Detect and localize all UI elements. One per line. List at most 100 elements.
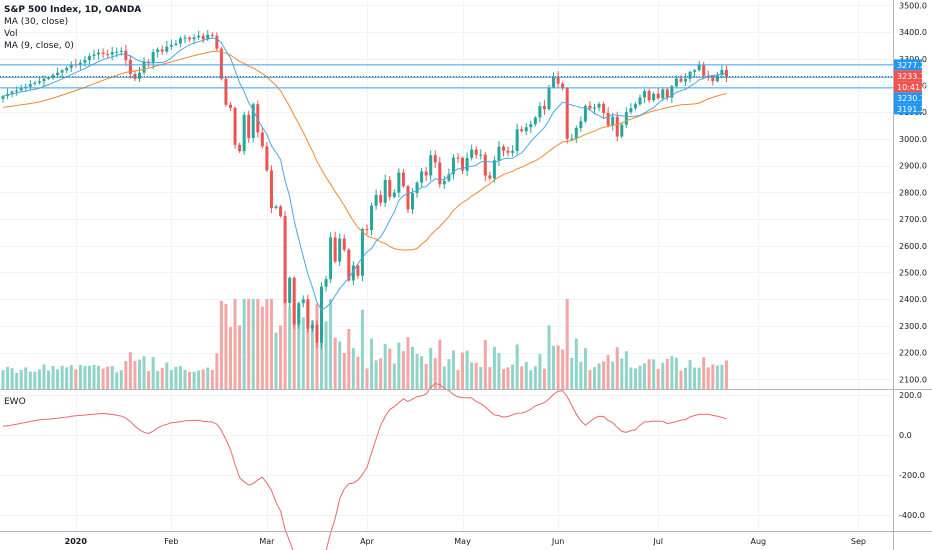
candle-body: [597, 103, 601, 108]
candle-body: [329, 237, 333, 280]
candle-body: [269, 170, 273, 209]
time-tick-label: Jul: [652, 537, 663, 546]
price-tick-label: 3300.0: [899, 55, 927, 64]
candle-body: [101, 52, 105, 54]
price-tag: [894, 92, 922, 104]
symbol-legend[interactable]: S&P 500 Index, 1D, OANDA: [4, 4, 141, 16]
candle-body: [397, 172, 401, 193]
volume-bar: [593, 367, 596, 389]
volume-bar: [574, 338, 578, 389]
volume-bar: [706, 367, 710, 389]
volume-bar: [24, 367, 28, 389]
grid-lines: [0, 0, 893, 531]
candle-body: [588, 105, 592, 109]
candle-body: [78, 62, 82, 66]
volume-bar: [283, 299, 287, 389]
candle-body: [110, 52, 114, 55]
candle-body: [338, 238, 342, 262]
candle-body: [574, 127, 578, 139]
volume-bar: [206, 367, 210, 389]
candle-body: [638, 97, 642, 105]
volume-bar: [547, 325, 551, 389]
volume-bar: [397, 342, 401, 389]
volume-bar: [188, 371, 192, 389]
volume-bar: [329, 299, 333, 389]
candle-body: [488, 175, 492, 179]
candle-body: [83, 60, 87, 63]
candle-body: [201, 35, 205, 40]
volume-bar: [124, 361, 128, 389]
candle-body: [210, 34, 214, 36]
volume-bar: [183, 369, 187, 389]
ewo-tick-label: -200.0: [899, 471, 925, 480]
volume-bar: [33, 371, 37, 389]
volume-bar: [19, 370, 23, 389]
horizontal-levels[interactable]: [0, 64, 893, 89]
candle-body: [306, 299, 310, 329]
candle-body: [624, 112, 628, 125]
volume-bar: [670, 356, 674, 389]
volume-bar: [28, 371, 32, 389]
candle-body: [392, 192, 396, 197]
ewo-line-path: [2, 383, 727, 550]
candle-body: [684, 78, 687, 82]
price-tick-label: 2700.0: [899, 215, 927, 224]
volume-bar: [115, 372, 119, 389]
candle-body: [247, 114, 251, 139]
time-tick-label: Aug: [750, 537, 766, 546]
candle-body: [374, 195, 378, 206]
ewo-tick-label: 0.0: [899, 431, 912, 440]
volume-bar: [461, 352, 465, 389]
candle-body: [615, 116, 619, 137]
ewo-axis[interactable]: 200.00.0-200.0-400.0-600.0: [899, 391, 925, 550]
volume-legend[interactable]: Vol: [4, 28, 17, 40]
candle-body: [406, 186, 410, 210]
candle-body: [424, 171, 428, 176]
candle-body: [242, 114, 246, 152]
price-tag-label: 3230.7: [897, 94, 925, 103]
price-tag-label: 3191.2: [897, 105, 925, 114]
candle-body: [442, 180, 446, 185]
volume-bar: [292, 299, 296, 389]
volume-bar: [370, 338, 374, 389]
volume-bar: [6, 366, 10, 389]
time-axis[interactable]: 2020 Feb Mar Apr May Jun Jul Aug Sep: [65, 537, 866, 546]
ewo-legend[interactable]: EWO: [4, 396, 26, 408]
ma9-legend[interactable]: MA (9, close, 0): [4, 40, 74, 52]
volume-bar: [110, 366, 114, 389]
ma30-legend[interactable]: MA (30, close): [4, 16, 68, 28]
volume-bar: [251, 299, 255, 389]
price-tick-label: 2600.0: [899, 242, 927, 251]
candle-body: [415, 182, 419, 194]
volume-bar: [174, 366, 178, 389]
candle-body: [360, 228, 364, 276]
volume-bar: [620, 358, 624, 389]
volume-bar: [515, 344, 519, 389]
candle-body: [370, 205, 374, 230]
volume-bar: [156, 370, 160, 389]
candle-body: [37, 81, 41, 83]
price-axis[interactable]: 3500.03400.03300.03200.03100.03000.02900…: [899, 1, 927, 384]
volume-bar: [538, 354, 542, 389]
candle-body: [1, 96, 5, 99]
volume-bar: [542, 368, 546, 389]
volume-bar: [506, 367, 510, 389]
candle-body: [438, 162, 442, 185]
volume-bar: [65, 367, 69, 389]
volume-bar: [406, 337, 410, 389]
candle-body: [502, 146, 505, 151]
candle-body: [151, 52, 155, 64]
candle-body: [183, 37, 187, 39]
volume-bar: [684, 367, 687, 389]
candle-body: [506, 150, 510, 153]
volume-bar: [579, 361, 583, 389]
volume-bar: [451, 350, 455, 389]
candle-body: [219, 48, 223, 79]
volume-bar: [119, 370, 123, 389]
ewo-tick-label: -400.0: [899, 511, 925, 520]
candle-body: [383, 180, 387, 203]
candle-body: [538, 106, 542, 118]
volume-bar: [138, 359, 141, 389]
candle-body: [233, 107, 237, 145]
